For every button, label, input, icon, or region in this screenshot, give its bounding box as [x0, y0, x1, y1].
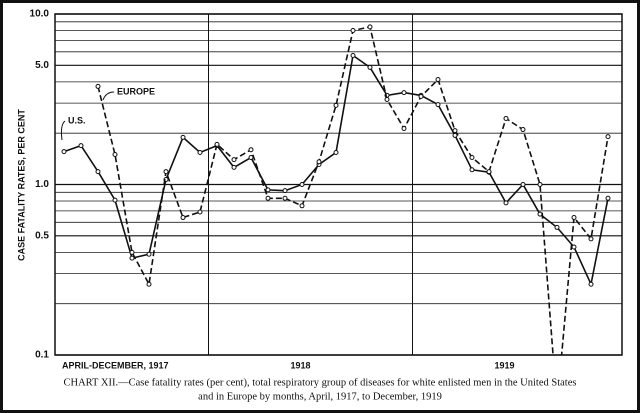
- data-point: [469, 167, 475, 173]
- data-point: [180, 134, 186, 140]
- data-point: [299, 182, 305, 187]
- data-point: [452, 132, 458, 138]
- data-point: [333, 102, 339, 108]
- data-point: [554, 224, 560, 230]
- data-point: [503, 200, 509, 206]
- y-tick-label: 1.0: [35, 179, 49, 190]
- data-point: [112, 151, 118, 157]
- data-point: [367, 64, 373, 70]
- plot-area: [61, 24, 611, 355]
- data-point: [129, 255, 135, 261]
- data-point: [520, 182, 526, 187]
- leader-line: [60, 120, 66, 141]
- period-label: 1919: [495, 360, 515, 370]
- data-point: [588, 236, 594, 242]
- data-point: [180, 215, 186, 221]
- data-point: [61, 149, 67, 155]
- y-tick-label: 0.5: [35, 230, 49, 241]
- data-point: [384, 97, 390, 103]
- data-point: [95, 169, 101, 175]
- data-point: [146, 251, 152, 257]
- data-point: [214, 141, 220, 147]
- data-point: [605, 195, 611, 201]
- data-point: [231, 164, 237, 170]
- data-point: [248, 147, 254, 153]
- data-point: [350, 28, 356, 34]
- series-annotation: EUROPE: [117, 86, 155, 96]
- data-point: [401, 90, 407, 96]
- data-point: [282, 195, 288, 201]
- data-point: [435, 102, 441, 108]
- y-tick-label: 10.0: [30, 9, 50, 20]
- data-point: [265, 187, 271, 193]
- y-axis-label: CASE FATALITY RATES, PER CENT: [16, 109, 26, 261]
- data-point: [537, 211, 543, 217]
- data-point: [316, 159, 322, 165]
- y-tick-label: 5.0: [35, 60, 49, 71]
- data-point: [367, 24, 373, 30]
- data-point: [571, 244, 577, 250]
- data-point: [265, 195, 271, 201]
- period-label: APRIL-DECEMBER, 1917: [62, 360, 169, 370]
- data-point: [401, 126, 407, 132]
- data-point: [537, 182, 543, 187]
- data-point: [486, 169, 492, 175]
- data-point: [146, 281, 152, 287]
- data-point: [95, 83, 101, 89]
- data-point: [588, 281, 594, 287]
- plot-frame: [54, 13, 623, 356]
- data-point: [469, 154, 475, 160]
- data-point: [197, 150, 203, 156]
- data-point: [112, 197, 118, 203]
- data-point: [452, 128, 458, 134]
- data-point: [163, 169, 169, 175]
- data-point: [418, 94, 424, 100]
- caption-line: and in Europe by months, April, 1917, to…: [198, 391, 442, 402]
- data-point: [197, 209, 203, 215]
- data-point: [78, 143, 84, 149]
- period-label: 1918: [291, 360, 311, 370]
- data-point: [605, 134, 611, 140]
- y-tick-label: 0.1: [35, 350, 49, 361]
- data-point: [129, 249, 135, 255]
- leader-line: [102, 91, 115, 101]
- data-point: [333, 150, 339, 156]
- data-point: [299, 203, 305, 209]
- data-point: [350, 52, 356, 58]
- data-point: [282, 188, 288, 194]
- caption-line: CHART XII.—Case fatality rates (per cent…: [64, 377, 577, 388]
- data-point: [571, 215, 577, 221]
- data-point: [435, 76, 441, 82]
- data-point: [231, 157, 237, 163]
- data-point: [520, 127, 526, 133]
- data-point: [503, 115, 509, 121]
- series-annotation: U.S.: [68, 115, 86, 125]
